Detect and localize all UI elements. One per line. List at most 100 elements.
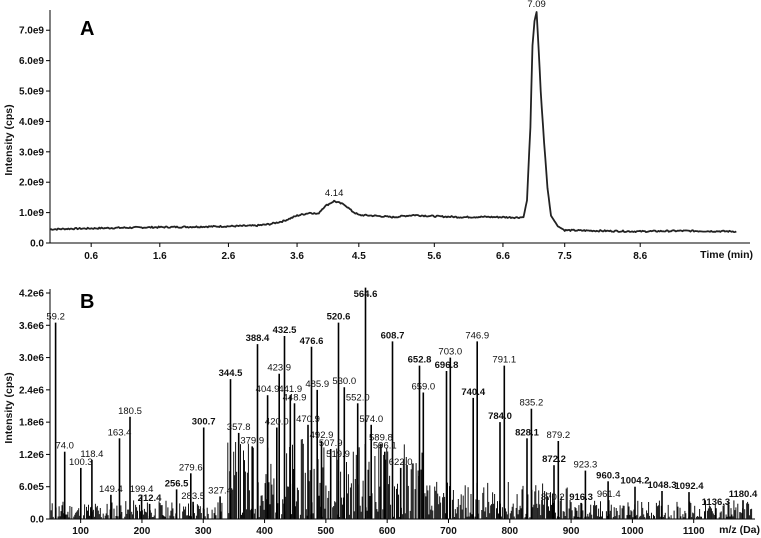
panel-a-y-axis: 0.0 1.0e9 2.0e9 3.0e9 4.0e9 5.0e9 6.0e9 7.0e9 bbox=[19, 10, 51, 250]
panel-b-peak-label: 388.4 bbox=[246, 333, 270, 344]
panel-b-peak-label: 622.0 bbox=[389, 457, 413, 468]
panel-b-y-tick-label: 2.4e6 bbox=[19, 385, 44, 396]
panel-b-peak-label: 74.0 bbox=[55, 441, 74, 452]
panel-b-peak-label: 492.9 bbox=[310, 430, 334, 441]
panel-b-peak-label: 923.3 bbox=[573, 460, 597, 471]
panel-b-y-axis-title: Intensity (cps) bbox=[3, 372, 15, 443]
panel-b-peak-label: 835.2 bbox=[519, 398, 543, 409]
panel-b-y-tick-label: 4.2e6 bbox=[19, 289, 44, 300]
panel-b-peak-label: 100.3 bbox=[69, 457, 93, 468]
panel-b-peak-label: 589.8 bbox=[369, 433, 393, 444]
panel-b-peak-label: 149.4 bbox=[99, 484, 123, 495]
panel-b-peak-label: 344.5 bbox=[219, 368, 243, 379]
panel-a-letter: A bbox=[80, 18, 94, 40]
panel-a-annotations: 7.09 4.14 bbox=[325, 0, 546, 199]
panel-b-peak-label: 327.4 bbox=[208, 485, 232, 496]
panel-a-y-tick-label: 6.0e9 bbox=[19, 56, 44, 67]
panel-b-y-tick-label: 0.0 bbox=[30, 515, 44, 526]
panel-b-peak-label: 659.0 bbox=[411, 382, 435, 393]
panel-a-y-tick-label: 5.0e9 bbox=[19, 87, 44, 98]
panel-b-peak-label: 423.9 bbox=[267, 363, 291, 374]
panel-a-x-tick-label: 6.6 bbox=[496, 251, 510, 262]
panel-a-y-tick-label: 3.0e9 bbox=[19, 147, 44, 158]
panel-a-x-tick-label: 4.5 bbox=[352, 251, 366, 262]
panel-a-y-tick-label: 7.0e9 bbox=[19, 26, 44, 37]
panel-b-peak-label: 703.0 bbox=[438, 347, 462, 358]
panel-b-peak-label: 552.0 bbox=[346, 392, 370, 403]
panel-b-peak-label: 1180.4 bbox=[729, 489, 758, 500]
panel-b-y-tick-label: 1.8e6 bbox=[19, 418, 44, 429]
panel-b-y-tick-label: 3.0e6 bbox=[19, 353, 44, 364]
panel-b-peak-label: 696.8 bbox=[435, 360, 459, 371]
panel-b-peak-label: 1092.4 bbox=[675, 481, 705, 492]
panel-b-x-tick-label: 500 bbox=[318, 526, 335, 537]
panel-b-y-tick-label: 6.0e5 bbox=[19, 482, 44, 493]
panel-b-peak-label: 530.0 bbox=[332, 376, 356, 387]
panel-b-peak-label: 448.9 bbox=[283, 392, 307, 403]
panel-b-peak-label: 212.4 bbox=[138, 493, 162, 504]
panel-b-peak-label: 118.4 bbox=[80, 449, 103, 460]
panel-b-peak-label: 1136.3 bbox=[702, 497, 731, 508]
panel-b-peak-label: 870.2 bbox=[541, 492, 565, 503]
panel-a-x-tick-label: 8.6 bbox=[633, 251, 647, 262]
panel-b-peak-label: 432.5 bbox=[273, 325, 297, 336]
panel-b-x-tick-label: 400 bbox=[256, 526, 273, 537]
panel-b-x-tick-label: 1100 bbox=[683, 526, 705, 537]
panel-b-y-axis: 0.0 6.0e5 1.2e6 1.8e6 2.4e6 3.0e6 3.6e6 4.2e6 bbox=[19, 289, 51, 526]
panel-b-peak-label: 300.7 bbox=[192, 417, 216, 428]
panel-a-y-tick-label: 0.0 bbox=[30, 239, 44, 250]
panel-b-peak-label: 476.6 bbox=[300, 336, 324, 347]
panel-b-peak-label: 596.1 bbox=[373, 441, 397, 452]
panel-a-x-tick-label: 5.6 bbox=[427, 251, 441, 262]
panel-b-peak-label: 1004.2 bbox=[620, 476, 649, 487]
panel-b-peak-label: 784.0 bbox=[488, 411, 512, 422]
panel-b-peak-label: 519.9 bbox=[326, 449, 350, 460]
panel-b-x-tick-label: 1000 bbox=[621, 526, 644, 537]
panel-b-peak-label: 379.9 bbox=[240, 435, 264, 446]
panel-a-x-tick-label: 3.6 bbox=[290, 251, 304, 262]
panel-b-peak-label: 828.1 bbox=[515, 427, 539, 438]
panel-b-peak-label: 279.6 bbox=[179, 462, 203, 473]
panel-a-x-axis: 0.6 1.6 2.6 3.6 4.5 5.6 6.6 7.5 8.6 bbox=[50, 242, 750, 262]
panel-a-peak-label: 4.14 bbox=[325, 188, 344, 199]
panel-b-x-tick-label: 300 bbox=[195, 526, 212, 537]
panel-b-peak-label: 879.2 bbox=[546, 430, 570, 441]
panel-a-chromatogram-trace bbox=[49, 11, 737, 233]
panel-b-peak-label: 608.7 bbox=[381, 330, 405, 341]
panel-b-peak-label: 163.4 bbox=[108, 427, 132, 438]
panel-b-peak-label: 791.1 bbox=[492, 355, 516, 366]
panel-b-peak-label: 441.9 bbox=[278, 384, 302, 395]
panel-b-peak-label: 961.4 bbox=[597, 489, 621, 500]
panel-b-x-tick-label: 600 bbox=[379, 526, 396, 537]
panel-b-peak-label: 564.6 bbox=[354, 289, 378, 300]
panel-a-x-tick-label: 0.6 bbox=[84, 251, 98, 262]
panel-b-x-tick-label: 200 bbox=[134, 526, 151, 537]
panel-a-chromatogram: A Intensity (cps) Time (min) 0.0 1.0e9 2.0… bbox=[3, 0, 753, 262]
panel-b-peak-label: 520.6 bbox=[327, 312, 351, 323]
panel-a-y-tick-label: 2.0e9 bbox=[19, 178, 44, 189]
panel-b-peak-label: 507.9 bbox=[319, 438, 343, 449]
panel-a-y-axis-title: Intensity (cps) bbox=[3, 104, 15, 175]
panel-b-plot-area bbox=[50, 287, 753, 519]
panel-b-letter: B bbox=[80, 291, 94, 313]
panel-a-y-tick-label: 1.0e9 bbox=[19, 208, 44, 219]
panel-b-peak-label: 746.9 bbox=[465, 330, 489, 341]
panel-a-peak-label: 7.09 bbox=[527, 0, 546, 10]
panel-b-peak-label: 256.5 bbox=[165, 478, 189, 489]
panel-b-peak-label: 916.3 bbox=[569, 492, 593, 503]
panel-b-peak-label: 470.9 bbox=[296, 414, 320, 425]
panel-b-y-tick-label: 1.2e6 bbox=[19, 450, 44, 461]
panel-b-peak-label: 1048.3 bbox=[647, 480, 676, 491]
panel-b-peak-label: 59.2 bbox=[46, 312, 65, 323]
panel-a-x-tick-label: 2.6 bbox=[221, 251, 235, 262]
panel-b-peak-label: 199.4 bbox=[130, 484, 154, 495]
panel-b-x-tick-label: 800 bbox=[501, 526, 518, 537]
panel-b-mass-spectrum: B Intensity (cps) m/z (Da) 0.0 6.0e5 1.2e6… bbox=[3, 287, 760, 537]
panel-b-x-tick-label: 900 bbox=[563, 526, 580, 537]
panel-b-peak-label: 283.5 bbox=[181, 491, 205, 502]
panel-b-x-axis-title: m/z (Da) bbox=[719, 524, 760, 536]
panel-a-plot-area bbox=[49, 11, 737, 233]
panel-a-y-tick-label: 4.0e9 bbox=[19, 117, 44, 128]
